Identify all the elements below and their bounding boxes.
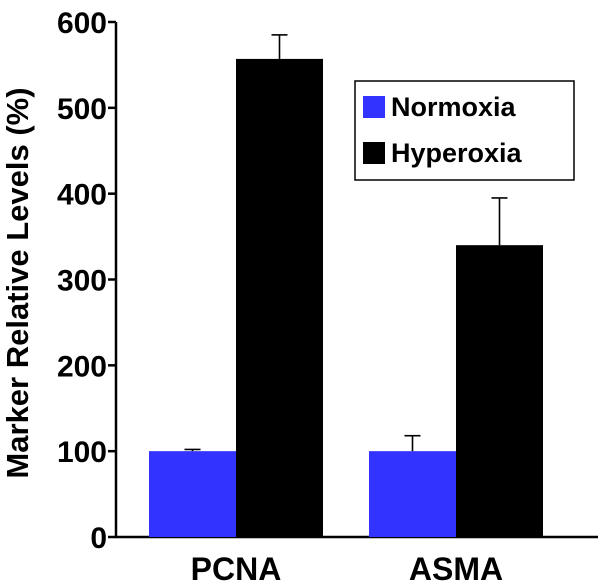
y-tick-label: 100 [57,436,107,469]
legend-label: Normoxia [391,92,517,122]
x-tick-label: ASMA [409,551,503,585]
bar-normoxia-asma [369,451,456,537]
y-tick-label: 200 [57,350,107,383]
legend-swatch [363,142,385,164]
bar-hyperoxia-asma [456,245,543,537]
legend-label: Hyperoxia [391,138,523,168]
bar-normoxia-pcna [149,451,236,537]
legend-box [354,80,575,181]
y-tick-label: 0 [90,522,107,555]
plot-area: 0 100 200 300 400 500 600 PCNA ASMA [57,7,598,585]
y-tick-label: 500 [57,93,107,126]
y-tick-label: 400 [57,179,107,212]
y-axis-title: Marker Relative Levels (%) [0,87,35,478]
bar-hyperoxia-pcna [236,58,323,538]
y-tick-label: 600 [57,7,107,40]
y-tick-label: 300 [57,265,107,298]
legend: Normoxia Hyperoxia [354,80,575,181]
x-tick-label: PCNA [191,551,282,585]
legend-swatch [363,96,385,118]
